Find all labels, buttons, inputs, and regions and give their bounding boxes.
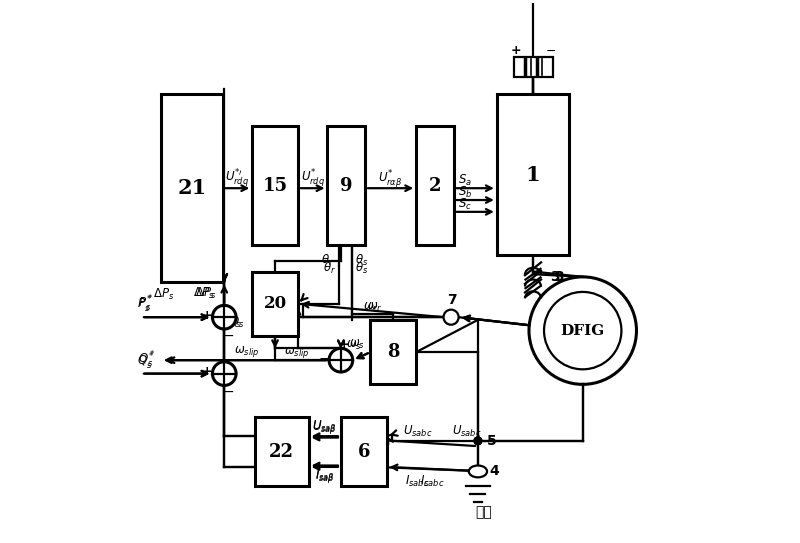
Text: $I_{sa\beta}$: $I_{sa\beta}$ (315, 468, 334, 485)
Circle shape (474, 437, 482, 445)
Text: $U^{*}_{rdq}$: $U^{*}_{rdq}$ (301, 167, 325, 190)
Bar (497, 94, 570, 255)
Bar (327, 127, 365, 245)
Text: $\Delta P_s$: $\Delta P_s$ (195, 286, 216, 301)
Text: $S_a$: $S_a$ (458, 173, 472, 188)
Circle shape (443, 310, 458, 325)
Text: $S_b$: $S_b$ (458, 185, 472, 200)
Bar (341, 416, 386, 487)
Text: $\omega_{slip}$: $\omega_{slip}$ (234, 344, 259, 358)
Text: 7: 7 (446, 293, 457, 307)
Text: 3: 3 (550, 270, 559, 284)
Text: 3: 3 (554, 270, 564, 284)
Text: $\Delta Q_s$: $\Delta Q_s$ (218, 314, 242, 330)
Text: $U^{*}_{r\alpha\beta}$: $U^{*}_{r\alpha\beta}$ (378, 168, 403, 190)
Text: $P_s^*$: $P_s^*$ (137, 295, 152, 315)
Bar (416, 127, 454, 245)
Circle shape (213, 305, 236, 329)
Text: $U^{*\prime}_{rdq}$: $U^{*\prime}_{rdq}$ (226, 167, 250, 190)
Text: $P_s$: $P_s$ (278, 419, 291, 434)
Text: $U_{sa\beta}$: $U_{sa\beta}$ (312, 418, 338, 435)
Text: $\omega_r$: $\omega_r$ (366, 301, 382, 314)
Text: +: + (202, 365, 212, 378)
Text: $Q_s$: $Q_s$ (269, 469, 284, 484)
Text: $\theta_r$: $\theta_r$ (321, 253, 334, 268)
Text: $-$: $-$ (222, 327, 234, 342)
Text: 4: 4 (489, 464, 499, 478)
Bar (255, 416, 309, 487)
Text: $Q_s$: $Q_s$ (277, 469, 292, 484)
Circle shape (474, 437, 482, 445)
Text: 9: 9 (340, 176, 353, 194)
Bar (252, 127, 298, 245)
Text: 22: 22 (270, 443, 294, 460)
Text: $I_{sa\beta}$: $I_{sa\beta}$ (315, 466, 334, 484)
Text: 电网: 电网 (475, 505, 492, 519)
Text: 8: 8 (387, 343, 399, 361)
Circle shape (474, 437, 482, 445)
Text: 5: 5 (486, 434, 496, 448)
Text: $\theta_s$: $\theta_s$ (355, 253, 368, 268)
Text: $\omega_{slip}$: $\omega_{slip}$ (284, 345, 310, 359)
Text: $S_c$: $S_c$ (458, 197, 472, 212)
Text: $\theta_s$: $\theta_s$ (355, 261, 368, 276)
Text: $-$: $-$ (318, 351, 330, 365)
Text: 1: 1 (526, 165, 540, 185)
Text: $\Delta Q_s$: $\Delta Q_s$ (221, 314, 244, 330)
Text: $\theta_r$: $\theta_r$ (322, 261, 335, 276)
Text: 15: 15 (262, 176, 288, 194)
Text: 6: 6 (358, 443, 370, 460)
Ellipse shape (469, 465, 487, 477)
Text: +: + (202, 308, 212, 321)
Circle shape (529, 277, 637, 384)
Bar (161, 94, 222, 282)
Text: $\omega_r$: $\omega_r$ (363, 301, 378, 314)
Circle shape (329, 349, 353, 372)
Text: $\omega_s$: $\omega_s$ (346, 339, 362, 352)
Text: +: + (338, 338, 350, 351)
Text: $\Delta P_s$: $\Delta P_s$ (153, 287, 174, 301)
Text: $P_s^*$: $P_s^*$ (138, 294, 154, 314)
Bar (514, 57, 553, 78)
Text: $U_{sabc}$: $U_{sabc}$ (452, 424, 482, 439)
Text: $-$: $-$ (222, 384, 234, 398)
Text: $I_{sabc}$: $I_{sabc}$ (420, 473, 445, 489)
Text: $Q_s^*$: $Q_s^*$ (138, 350, 155, 370)
Circle shape (544, 292, 622, 369)
Text: 20: 20 (263, 295, 286, 312)
Text: $Q_s^*$: $Q_s^*$ (137, 352, 154, 372)
Text: $U_{sabc}$: $U_{sabc}$ (402, 424, 432, 439)
Text: $-$: $-$ (545, 44, 556, 57)
Text: 21: 21 (177, 178, 206, 198)
Text: $U_{sa\beta}$: $U_{sa\beta}$ (312, 419, 338, 437)
Text: $\Delta P_s$: $\Delta P_s$ (194, 286, 214, 301)
Text: +: + (510, 44, 522, 57)
Circle shape (213, 362, 236, 386)
Text: $P_s$: $P_s$ (270, 419, 283, 434)
Text: $I_{sabc}$: $I_{sabc}$ (406, 473, 430, 489)
Bar (252, 272, 298, 336)
Text: 2: 2 (429, 176, 441, 194)
Text: $\omega_s$: $\omega_s$ (349, 338, 365, 351)
Bar (370, 320, 416, 384)
Text: DFIG: DFIG (561, 324, 605, 338)
